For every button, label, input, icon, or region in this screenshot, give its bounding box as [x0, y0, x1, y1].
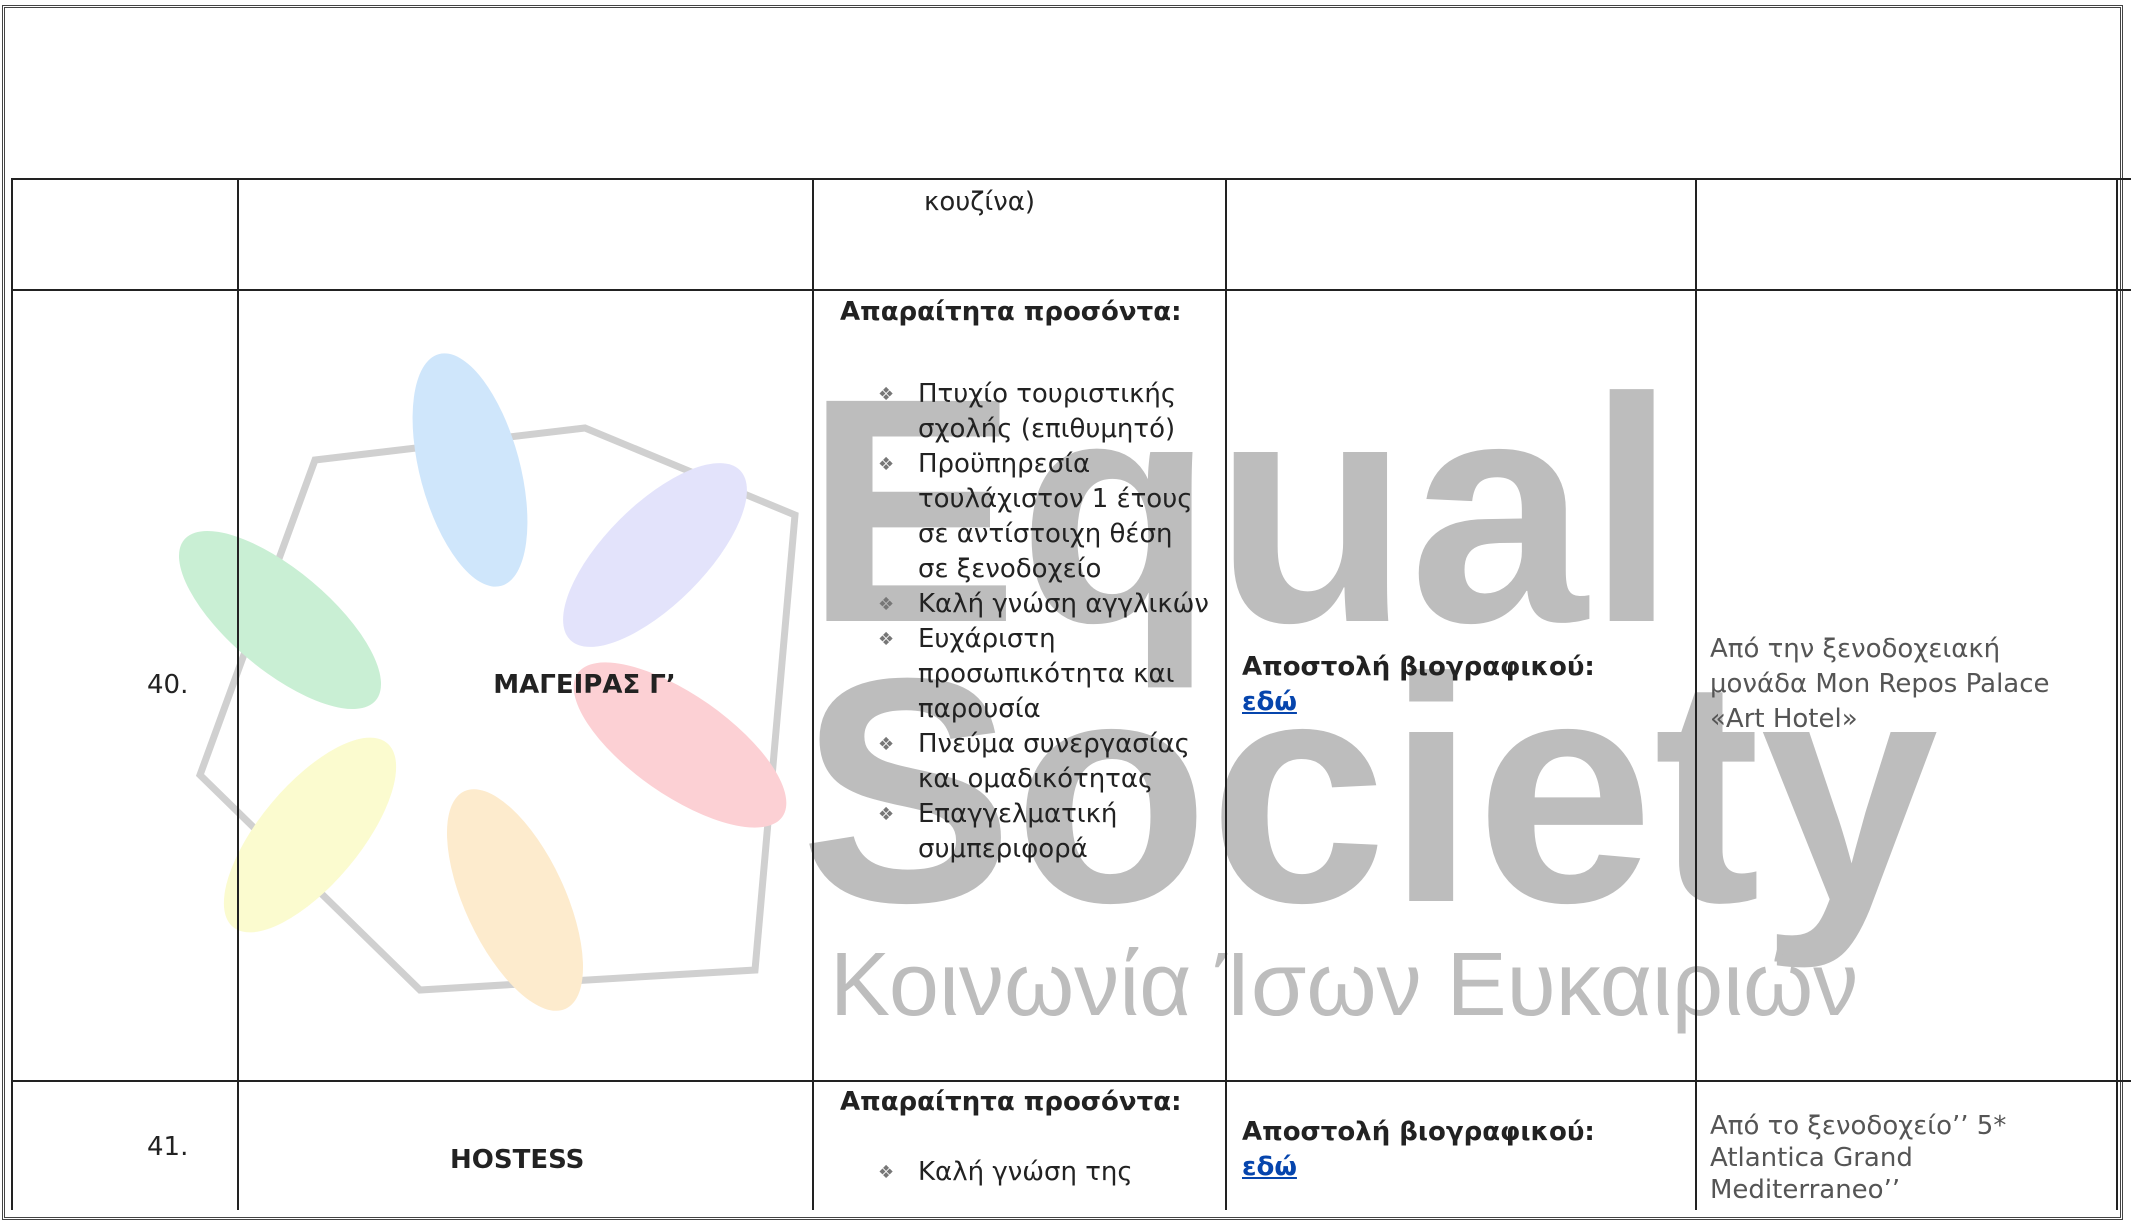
requirements-heading: Απαραίτητα προσόντα: [840, 297, 1182, 327]
apply-label: Αποστολή βιογραφικού: [1242, 651, 1595, 682]
apply-cell: Αποστολή βιογραφικού: εδώ [1242, 1115, 1595, 1185]
hand [563, 463, 747, 647]
col-border [2116, 178, 2118, 1210]
row-border [11, 1080, 2131, 1082]
requirements-list: Καλή γνώση της [870, 1155, 1210, 1190]
employer-text: Από το ξενοδοχείο’’ 5* Atlantica Grand M… [1710, 1111, 2007, 1205]
requirement-item: Πτυχίο τουριστικής σχολής (επιθυμητό) [870, 377, 1210, 447]
requirement-item: Ευχάριστη προσωπικότητα και παρουσία [870, 622, 1210, 727]
requirement-item: Προϋπηρεσία τουλάχιστον 1 έτους σε αντίσ… [870, 447, 1210, 587]
col-border [237, 178, 239, 1210]
col-border [1225, 178, 1227, 1210]
apply-link[interactable]: εδώ [1242, 686, 1297, 717]
requirements-text: κουζίνα) [924, 187, 1036, 217]
hand [223, 737, 397, 933]
hand [178, 530, 382, 710]
position-title: ΜΑΓΕΙΡΑΣ Γ’ [493, 669, 676, 700]
hand [446, 789, 584, 1011]
requirement-item: Καλή γνώση αγγλικών [870, 587, 1210, 622]
apply-link[interactable]: εδώ [1242, 1152, 1297, 1182]
position-title: HOSTESS [450, 1145, 585, 1175]
requirement-item: Επαγγελματική συμπεριφορά [870, 797, 1210, 867]
row-border [11, 178, 2131, 180]
logo-hexagon [195, 424, 799, 994]
col-border [1695, 178, 1697, 1210]
requirements-list: Πτυχίο τουριστικής σχολής (επιθυμητό)Προ… [870, 377, 1210, 867]
requirements-cell: Απαραίτητα προσόντα: Πτυχίο τουριστικής … [840, 295, 1220, 867]
row-number: 40. [147, 669, 189, 700]
hand [573, 662, 787, 828]
employer: Από την ξενοδοχειακή μονάδα Mon Repos Pa… [1710, 289, 2050, 1080]
requirements-cell: Απαραίτητα προσόντα: Καλή γνώση της [840, 1085, 1220, 1190]
requirements-heading: Απαραίτητα προσόντα: [840, 1087, 1182, 1117]
col-border [812, 178, 814, 1210]
watermark-text: Κοινωνία Ίσων Ευκαιριών [830, 935, 1859, 1035]
apply-cell: Αποστολή βιογραφικού: εδώ [1242, 289, 1682, 1080]
employer-text: Από την ξενοδοχειακή μονάδα Mon Repos Pa… [1710, 634, 2050, 734]
col-border [11, 178, 13, 1210]
apply-label: Αποστολή βιογραφικού: [1242, 1117, 1595, 1147]
employer: Από το ξενοδοχείο’’ 5* Atlantica Grand M… [1710, 1110, 2040, 1206]
hand [412, 353, 528, 587]
requirement-item: Καλή γνώση της [870, 1155, 1210, 1190]
row-number: 41. [147, 1132, 189, 1162]
row-border [11, 289, 2131, 291]
requirement-item: Πνεύμα συνεργασίας και ομαδικότητας [870, 727, 1210, 797]
